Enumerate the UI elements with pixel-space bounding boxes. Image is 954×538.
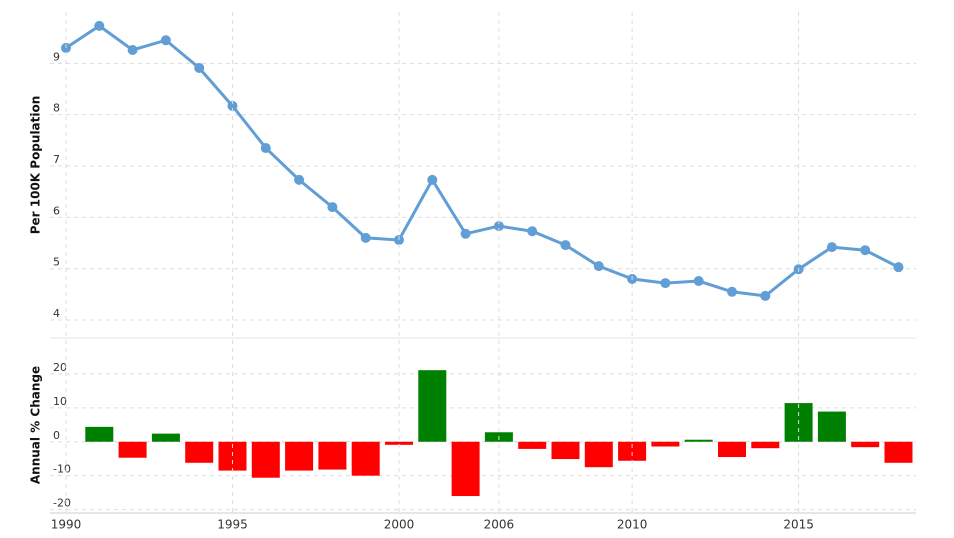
bar bbox=[851, 441, 880, 448]
y-tick-label: 6 bbox=[53, 204, 60, 217]
bar bbox=[385, 441, 413, 445]
point bbox=[593, 261, 604, 272]
point bbox=[460, 228, 471, 239]
bar bbox=[351, 441, 380, 476]
y-tick-label: 9 bbox=[53, 50, 60, 63]
point bbox=[493, 221, 504, 232]
y-tick-label: 10 bbox=[53, 395, 67, 408]
bar bbox=[185, 441, 214, 463]
bar bbox=[318, 441, 347, 470]
point bbox=[360, 232, 371, 243]
bar bbox=[451, 441, 480, 497]
point bbox=[194, 62, 205, 73]
point bbox=[860, 245, 871, 256]
point bbox=[660, 278, 671, 289]
x-tick-label: 2000 bbox=[384, 518, 415, 532]
x-tick-label: 2010 bbox=[617, 518, 648, 532]
bar bbox=[285, 441, 314, 471]
bar bbox=[418, 370, 447, 442]
point bbox=[160, 35, 171, 46]
bar bbox=[85, 426, 114, 442]
point bbox=[260, 143, 271, 154]
bar bbox=[884, 441, 913, 463]
bar bbox=[817, 411, 846, 442]
y-tick-label: -20 bbox=[53, 497, 71, 510]
bar bbox=[518, 441, 547, 449]
bar bbox=[751, 441, 780, 449]
y-axis-title: Per 100K Population bbox=[29, 96, 43, 235]
bar bbox=[718, 441, 746, 458]
bar bbox=[551, 441, 580, 460]
bar bbox=[684, 439, 713, 442]
y-tick-label: 4 bbox=[53, 307, 60, 320]
y-tick-label: -10 bbox=[53, 463, 71, 476]
point bbox=[727, 286, 737, 297]
bar bbox=[151, 433, 180, 442]
point bbox=[826, 242, 837, 253]
bar bbox=[618, 441, 647, 461]
point bbox=[527, 226, 538, 237]
x-tick-label: 1995 bbox=[217, 518, 248, 532]
y-tick-label: 8 bbox=[53, 102, 60, 115]
bar bbox=[651, 441, 680, 447]
point bbox=[893, 262, 904, 273]
bar bbox=[584, 441, 613, 468]
point bbox=[427, 174, 438, 185]
point bbox=[760, 290, 771, 301]
x-tick-label: 1990 bbox=[51, 518, 82, 532]
y-axis-title: Annual % Change bbox=[29, 366, 43, 484]
bar bbox=[118, 441, 147, 458]
point bbox=[127, 44, 138, 55]
y-tick-label: 20 bbox=[53, 361, 67, 374]
y-tick-label: 0 bbox=[53, 429, 60, 442]
point bbox=[227, 100, 238, 111]
point bbox=[94, 20, 105, 31]
x-tick-label: 2015 bbox=[783, 518, 814, 532]
point bbox=[560, 240, 571, 251]
point bbox=[294, 174, 305, 185]
point bbox=[693, 276, 704, 287]
bar bbox=[251, 441, 280, 478]
line bbox=[65, 24, 900, 298]
point bbox=[327, 202, 338, 213]
y-tick-label: 7 bbox=[53, 153, 60, 166]
y-tick-label: 5 bbox=[53, 256, 60, 269]
x-tick-label: 2006 bbox=[484, 518, 515, 532]
